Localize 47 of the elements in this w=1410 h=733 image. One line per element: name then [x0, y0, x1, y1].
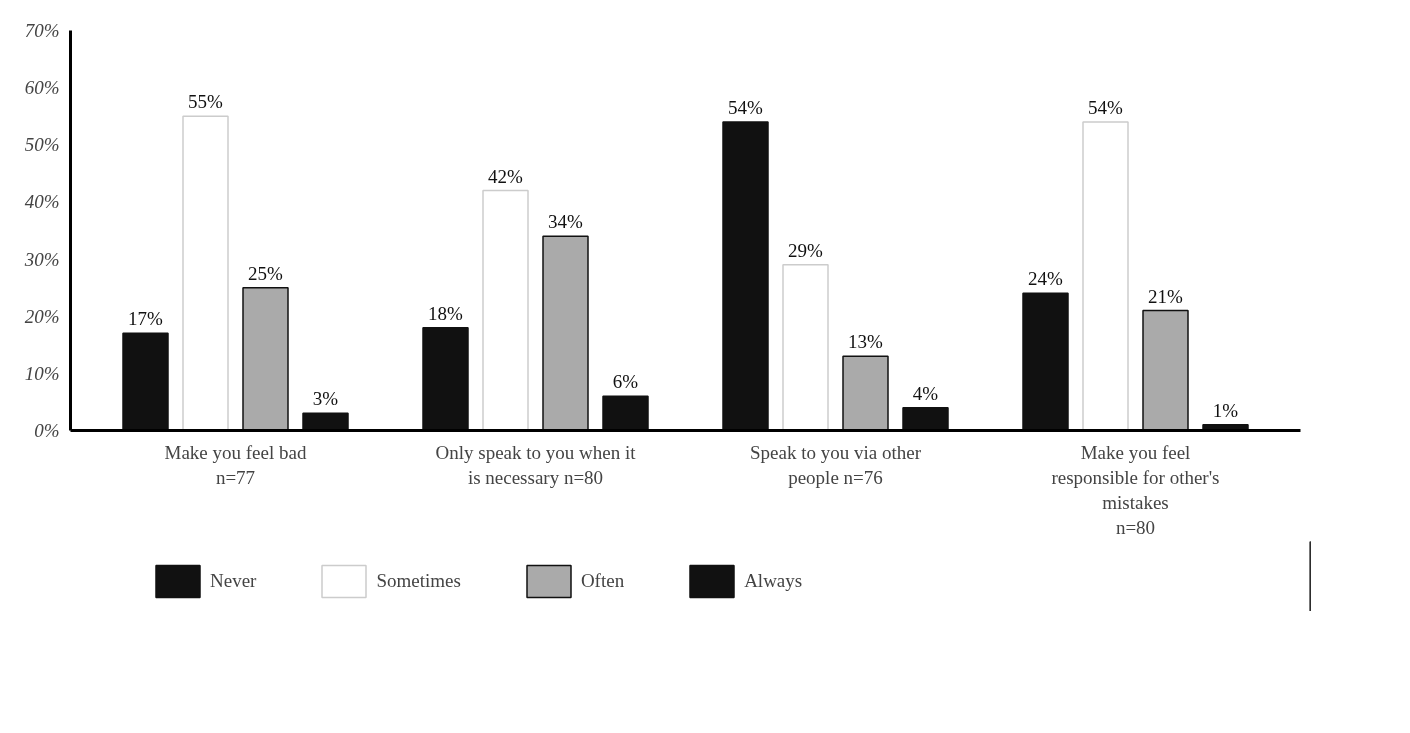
x-tick-label: Speak to you via other people n=76: [750, 441, 922, 488]
bar: [1022, 292, 1069, 431]
bar: [242, 286, 289, 431]
bar: [542, 235, 589, 431]
bar: [842, 355, 889, 431]
data-label: 42%: [488, 165, 524, 187]
data-label: 13%: [848, 331, 884, 353]
y-tick-label: 20%: [24, 305, 60, 327]
y-tick-label: 50%: [24, 134, 60, 156]
bar: [482, 189, 529, 431]
data-label: 29%: [788, 239, 824, 261]
x-tick-label: Only speak to you when it is necessary n=80: [435, 441, 637, 488]
bar: [122, 332, 169, 431]
legend-label: Always: [744, 570, 803, 592]
y-tick-label: 40%: [24, 191, 60, 213]
data-label: 3%: [312, 388, 339, 410]
legend-label: Never: [210, 570, 257, 592]
bar: [782, 264, 829, 431]
data-label: 17%: [128, 308, 164, 330]
bar: [1142, 309, 1189, 431]
bar: [422, 326, 469, 431]
y-tick-label: 60%: [24, 77, 60, 99]
y-tick-label: 30%: [23, 248, 60, 270]
data-label: 34%: [548, 211, 584, 233]
legend-label: Sometimes: [376, 570, 461, 592]
data-label: 54%: [1088, 96, 1124, 118]
y-tick-label: 70%: [24, 20, 60, 41]
bar: [1082, 121, 1129, 431]
data-label: 1%: [1212, 399, 1239, 421]
legend-label: Often: [580, 570, 625, 592]
data-label: 55%: [188, 91, 224, 113]
bar: [902, 406, 949, 431]
x-tick-label: Make you feel responsible for other's mistakes n=80: [1051, 441, 1220, 539]
y-tick-label: 10%: [24, 362, 60, 384]
data-label: 21%: [1148, 285, 1184, 307]
bar: [302, 412, 349, 431]
data-label: 4%: [912, 382, 939, 404]
data-label: 18%: [428, 302, 464, 324]
y-tick-label: 0%: [34, 420, 60, 441]
bar: [182, 115, 229, 431]
bar: [602, 395, 649, 431]
x-tick-label: Make you feel bad n=77: [164, 441, 307, 488]
data-label: 24%: [1028, 268, 1064, 290]
data-label: 6%: [612, 371, 639, 393]
data-label: 54%: [728, 96, 764, 118]
data-label: 25%: [248, 262, 284, 284]
bar: [722, 121, 769, 431]
